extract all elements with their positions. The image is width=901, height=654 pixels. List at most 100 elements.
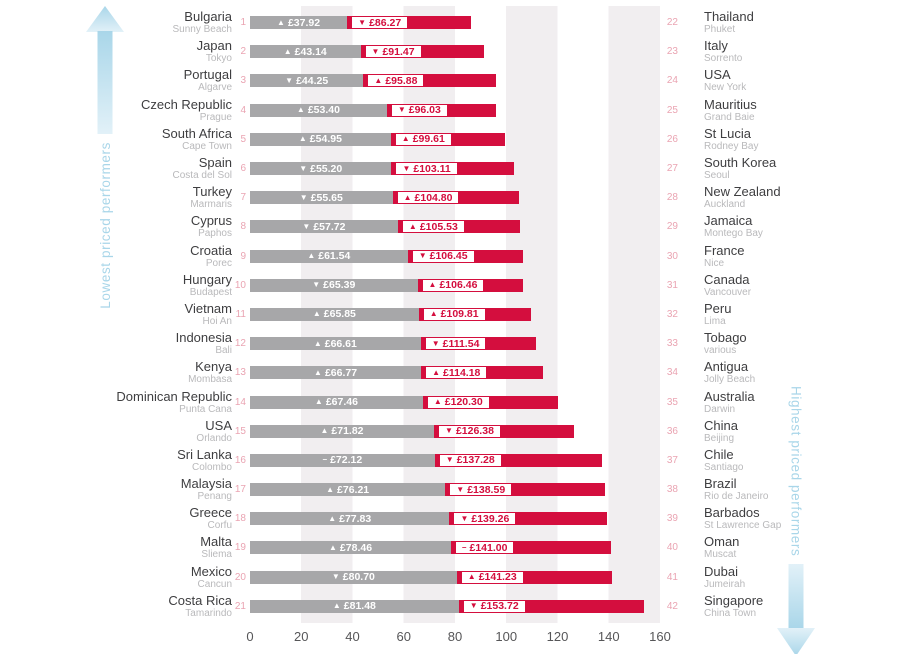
low-country-block: Czech Republic Prague xyxy=(0,97,232,123)
highest-price-label: ▲ £106.46 xyxy=(422,279,484,291)
highest-price-label: ▼ £106.45 xyxy=(412,250,474,263)
chart-row: Hungary Budapest 10 ▼ £65.39 ▲ £106.46 3… xyxy=(0,271,901,300)
lowest-price-bar: ▲ £54.95 xyxy=(250,132,391,146)
high-rank: 29 xyxy=(666,221,678,233)
highest-performers-axis: Highest priced performers xyxy=(777,386,815,654)
lowest-price-value: £77.83 xyxy=(339,512,372,525)
chart-row: Malta Sliema 19 ▲ £78.46 – £141.00 40 Om… xyxy=(0,533,901,562)
lowest-price-value: £76.21 xyxy=(337,483,370,496)
low-country-block: Mexico Cancun xyxy=(0,564,232,590)
trend-icon: ▲ xyxy=(432,367,441,377)
highest-price-label: ▲ £141.23 xyxy=(461,571,523,583)
lowest-price-bar: ▲ £77.83 xyxy=(250,512,450,526)
x-axis-tick: 0 xyxy=(246,629,254,644)
highest-price-value: £141.00 xyxy=(469,541,508,554)
high-country-block: Australia Darwin xyxy=(686,388,901,415)
lowest-price-value: £43.14 xyxy=(294,45,327,58)
high-rank: 28 xyxy=(666,192,678,204)
low-resort-name: Cape Town xyxy=(182,140,232,152)
lowest-price-label: ▲ £54.95 xyxy=(299,133,342,145)
low-rank: 5 xyxy=(240,133,246,145)
lowest-price-bar: ▼ £44.25 xyxy=(250,74,364,88)
bar-group: – £72.12 ▼ £137.28 xyxy=(250,453,660,467)
low-resort-name: Paphos xyxy=(198,228,232,240)
high-resort-name: Muscat xyxy=(704,549,737,561)
highest-price-value: £105.53 xyxy=(419,220,458,233)
trend-icon: ▲ xyxy=(429,309,438,319)
lowest-price-bar: ▲ £66.61 xyxy=(250,337,421,351)
high-rank: 34 xyxy=(666,367,678,379)
high-resort-name: Seoul xyxy=(704,170,730,182)
bar-group: ▲ £54.95 ▲ £99.61 xyxy=(250,132,660,146)
low-rank: 12 xyxy=(234,338,246,350)
high-rank: 33 xyxy=(666,338,678,350)
low-country-block: Spain Costa del Sol xyxy=(0,156,232,182)
lowest-price-value: £81.48 xyxy=(343,600,376,613)
low-country-name: Turkey xyxy=(192,184,232,200)
x-axis-tick: 60 xyxy=(396,629,411,644)
low-rank: 18 xyxy=(234,513,246,525)
lowest-price-bar: ▼ £55.20 xyxy=(250,162,392,176)
high-resort-name: Lima xyxy=(704,315,726,327)
high-country-name: China xyxy=(704,417,738,433)
trend-icon: ▲ xyxy=(283,46,292,56)
high-rank: 24 xyxy=(666,75,678,87)
highest-price-label: ▲ £109.81 xyxy=(423,308,485,320)
high-country-block: Brazil Rio de Janeiro xyxy=(686,477,901,503)
lowest-price-bar: – £72.12 xyxy=(250,453,435,467)
lowest-price-label: ▲ £37.92 xyxy=(277,17,320,29)
bar-group: ▼ £55.20 ▼ £103.11 xyxy=(250,162,660,176)
low-country-name: Dominican Republic xyxy=(116,388,232,404)
bar-group: ▲ £77.83 ▼ £139.26 xyxy=(250,512,660,526)
low-country-name: Japan xyxy=(196,38,232,54)
highest-price-value: £138.59 xyxy=(467,483,506,496)
low-resort-name: Colombo xyxy=(191,461,232,473)
lowest-price-label: ▼ £57.72 xyxy=(302,221,345,233)
high-country-name: Chile xyxy=(704,446,734,462)
x-axis-tick: 120 xyxy=(546,629,569,644)
low-country-name: Malaysia xyxy=(180,476,232,492)
lowest-price-bar: ▼ £65.39 xyxy=(250,278,418,292)
highest-price-value: £137.28 xyxy=(456,454,495,467)
low-resort-name: Algarve xyxy=(198,82,232,94)
lowest-price-bar: ▲ £66.77 xyxy=(250,366,422,380)
chart-row: Turkey Marmaris 7 ▼ £55.65 ▲ £104.80 28 … xyxy=(0,183,901,212)
lowest-price-bar: ▼ £80.70 xyxy=(250,570,457,584)
highest-price-value: £139.26 xyxy=(471,512,510,525)
lowest-price-value: £57.72 xyxy=(313,220,346,233)
lowest-price-value: £54.95 xyxy=(309,133,342,146)
high-country-name: Australia xyxy=(704,388,755,404)
trend-icon: ▼ xyxy=(397,105,406,115)
highest-price-value: £106.45 xyxy=(429,250,468,263)
low-country-block: Costa Rica Tamarindo xyxy=(0,593,232,619)
chart-row: South Africa Cape Town 5 ▲ £54.95 ▲ £99.… xyxy=(0,125,901,154)
highest-price-label: ▼ £111.54 xyxy=(425,338,486,350)
high-country-name: France xyxy=(704,242,745,258)
low-country-block: Vietnam Hoi An xyxy=(0,301,232,327)
high-rank: 40 xyxy=(666,542,678,554)
lowest-price-value: £65.85 xyxy=(323,308,356,321)
high-resort-name: Montego Bay xyxy=(704,228,763,240)
low-country-name: USA xyxy=(205,417,232,433)
high-country-block: Antigua Jolly Beach xyxy=(686,360,901,386)
bar-group: ▲ £66.61 ▼ £111.54 xyxy=(250,337,660,351)
bar-group: ▼ £44.25 ▲ £95.88 xyxy=(250,74,660,88)
low-country-block: Dominican Republic Punta Cana xyxy=(0,388,232,415)
bar-group: ▲ £43.14 ▼ £91.47 xyxy=(250,45,660,59)
high-country-block: France Nice xyxy=(686,242,901,269)
lowest-performers-axis: Lowest priced performers xyxy=(86,6,124,309)
bar-group: ▲ £37.92 ▼ £86.27 xyxy=(250,16,660,30)
chart-row: Sri Lanka Colombo 16 – £72.12 ▼ £137.28 … xyxy=(0,446,901,475)
high-country-block: Oman Muscat xyxy=(686,535,901,561)
low-resort-name: Sunny Beach xyxy=(172,24,233,36)
lowest-price-label: ▲ £81.48 xyxy=(333,600,376,612)
chart-row: Czech Republic Prague 4 ▲ £53.40 ▼ £96.0… xyxy=(0,96,901,125)
bar-group: ▲ £81.48 ▼ £153.72 xyxy=(250,599,660,613)
lowest-price-label: ▼ £55.20 xyxy=(299,163,342,175)
bar-group: ▲ £65.85 ▲ £109.81 xyxy=(250,307,660,321)
low-country-block: Japan Tokyo xyxy=(0,38,232,65)
high-country-name: Barbados xyxy=(704,505,760,521)
highest-price-value: £99.61 xyxy=(412,133,445,146)
highest-price-value: £86.27 xyxy=(369,16,402,29)
highest-price-label: ▼ £86.27 xyxy=(352,16,408,29)
